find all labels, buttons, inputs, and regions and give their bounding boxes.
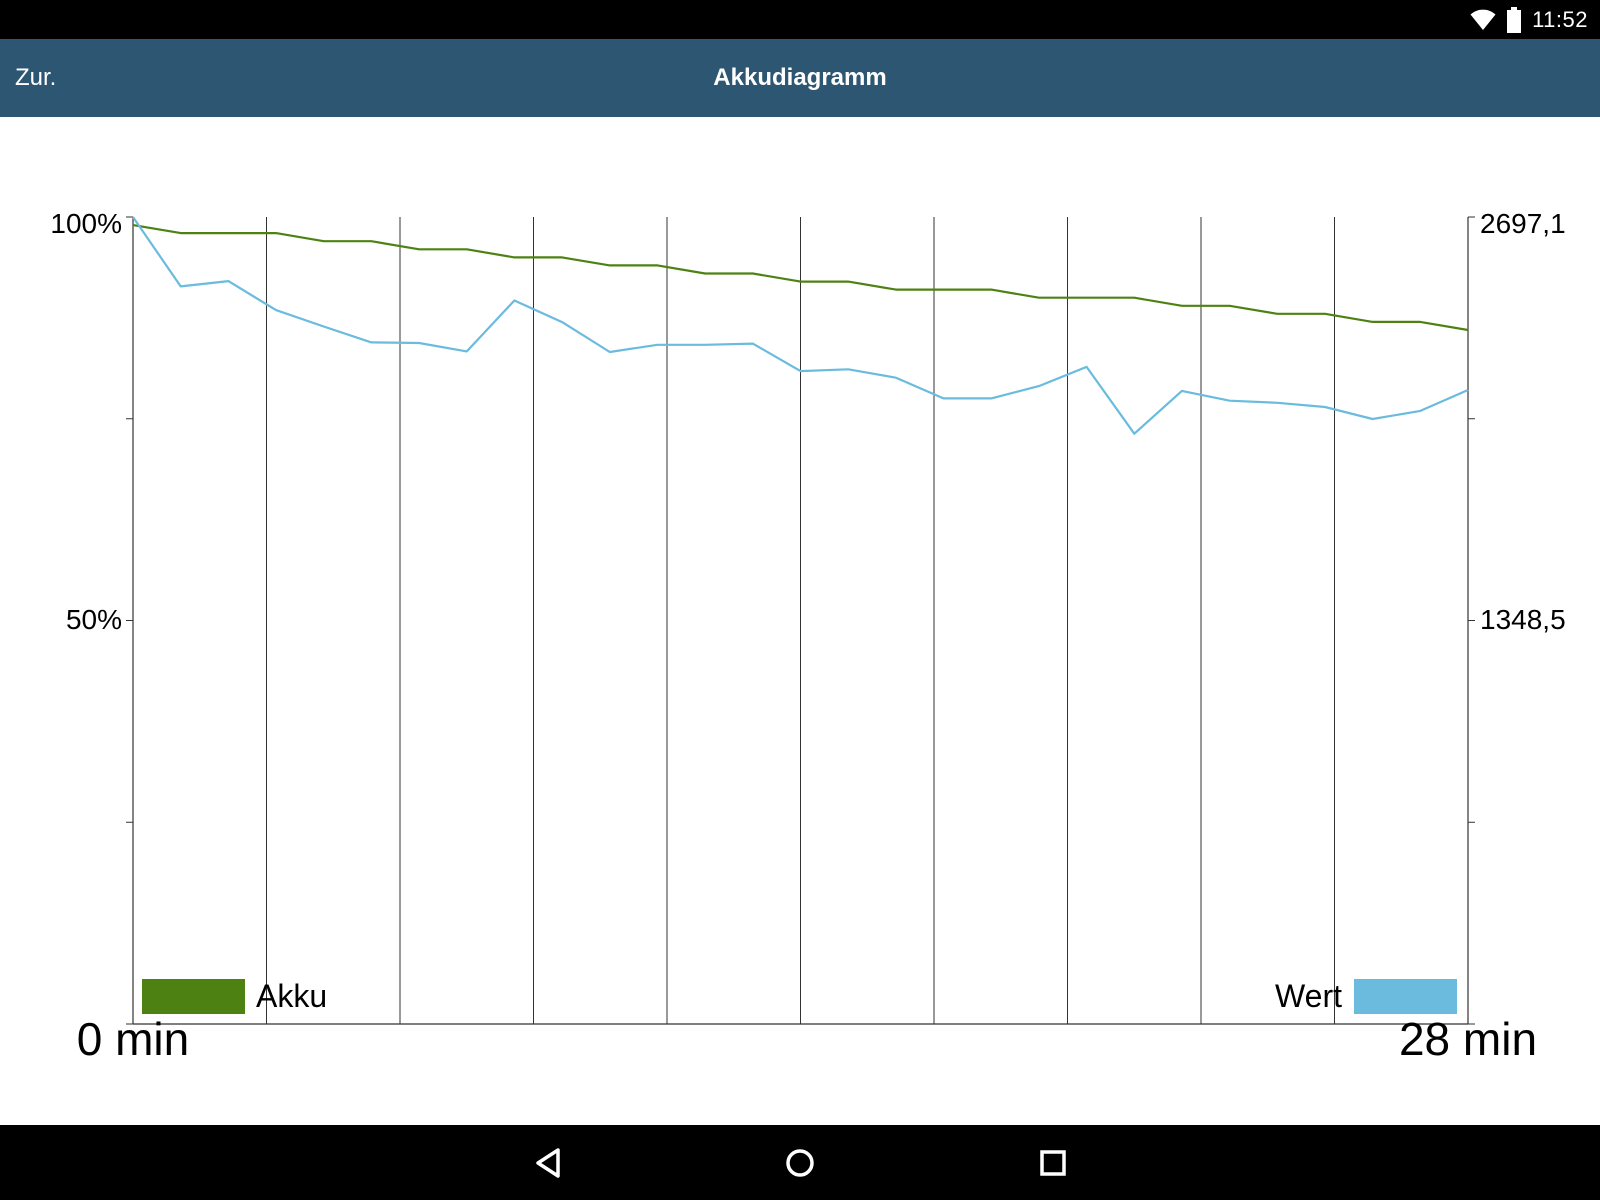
y-left-tick-label: 50% <box>66 604 122 635</box>
x-start-label: 0 min <box>77 1013 189 1065</box>
navigation-bar <box>0 1125 1600 1200</box>
status-icons: 11:52 <box>1470 0 1588 39</box>
series-line-akku <box>132 224 1469 332</box>
legend-swatch-wert <box>1354 979 1457 1014</box>
home-nav-icon[interactable] <box>774 1137 826 1189</box>
clock: 11:52 <box>1532 6 1588 32</box>
y-left-tick-label: 100% <box>50 208 122 239</box>
y-right-tick-label: 2697,1 <box>1480 208 1566 239</box>
wifi-icon <box>1470 9 1496 30</box>
recents-nav-icon[interactable] <box>1027 1137 1079 1189</box>
status-bar: 11:52 <box>0 0 1600 39</box>
axes <box>126 216 1475 1025</box>
battery-icon <box>1507 6 1522 33</box>
app-bar: Zur. Akkudiagramm <box>0 39 1600 117</box>
series-line-wert <box>132 216 1469 435</box>
legend-label-wert: Wert <box>1275 978 1342 1014</box>
y-right-tick-label: 1348,5 <box>1480 604 1566 635</box>
series-group <box>132 216 1469 435</box>
back-button[interactable]: Zur. <box>15 64 57 91</box>
grid-lines <box>266 217 1335 1024</box>
chart-svg: 100% 50% 2697,1 1348,5 0 min 28 min Akku… <box>50 208 1566 1065</box>
legend-swatch-akku <box>142 979 245 1014</box>
page-title: Akkudiagramm <box>713 64 887 91</box>
back-nav-icon[interactable] <box>522 1137 574 1189</box>
battery-chart: 100% 50% 2697,1 1348,5 0 min 28 min Akku… <box>0 117 1600 1125</box>
x-end-label: 28 min <box>1399 1013 1537 1065</box>
legend-label-akku: Akku <box>256 978 327 1014</box>
